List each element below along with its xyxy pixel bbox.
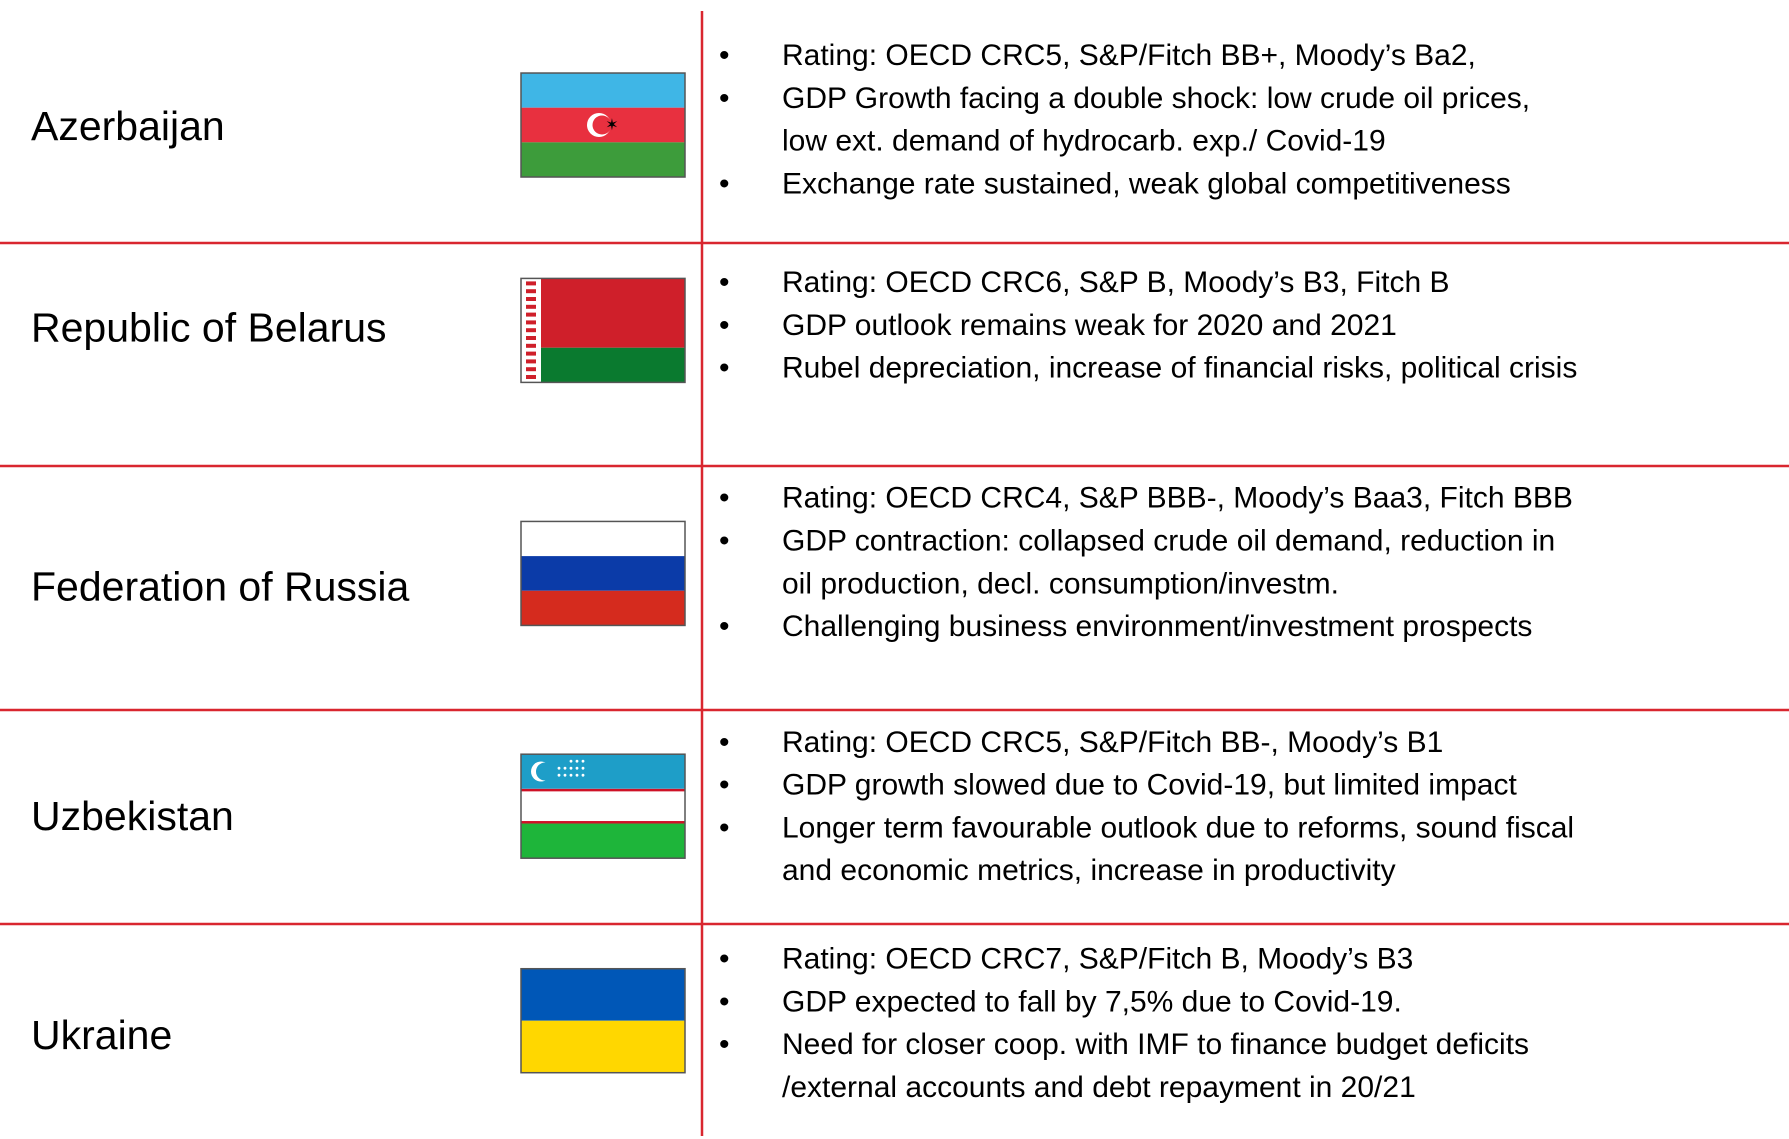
bullet-text: GDP contraction: collapsed crude oil dem… — [782, 524, 1555, 557]
flag-emblem — [581, 759, 585, 763]
bullet-text: Challenging business environment/investm… — [782, 610, 1532, 643]
flag-ornament — [526, 304, 536, 309]
bullet-dot: • — [719, 985, 730, 1018]
flag-emblem — [536, 762, 554, 781]
bullet-text: /external accounts and debt repayment in… — [782, 1071, 1416, 1104]
flag-stripe — [521, 590, 685, 626]
bullet-dot: • — [719, 610, 730, 643]
flag-ornament — [526, 367, 536, 372]
flag-emblem — [581, 766, 585, 770]
flag-stripe — [521, 556, 685, 591]
flag-emblem — [575, 766, 579, 770]
flag-emblem — [575, 759, 579, 763]
flag-stripe — [521, 823, 685, 859]
flag-border — [520, 520, 686, 627]
bullet-dot: • — [719, 943, 730, 976]
flag-ornament — [526, 328, 536, 333]
flag-stripe — [521, 788, 685, 792]
flag-ornament — [526, 343, 536, 348]
bullet-text: GDP expected to fall by 7,5% due to Covi… — [782, 985, 1402, 1018]
flag-ornament — [526, 375, 536, 380]
bullet-dot: • — [719, 266, 730, 299]
flag — [520, 967, 686, 1074]
bullet-text: Rubel depreciation, increase of financia… — [782, 352, 1577, 385]
bullet-text: Longer term favourable outlook due to re… — [782, 811, 1574, 844]
bullet-text: GDP Growth facing a double shock: low cr… — [782, 82, 1530, 115]
bullet-dot: • — [719, 524, 730, 557]
flag-stripe — [521, 278, 685, 348]
flag-stripe — [521, 968, 685, 1021]
bullet-dot: • — [719, 811, 730, 844]
bullet-dot: • — [719, 167, 730, 200]
flag-stripe — [521, 1020, 685, 1073]
flag-border — [520, 967, 686, 1074]
flag-stripe — [521, 821, 685, 824]
flag-border — [520, 753, 686, 859]
bullet-dot: • — [719, 309, 730, 342]
flag-emblem — [569, 773, 573, 777]
country-name: Azerbaijan — [31, 103, 225, 149]
flag-stripe — [521, 73, 685, 108]
flag-stripe — [521, 521, 685, 557]
country-name: Uzbekistan — [31, 793, 234, 839]
bullet-text: and economic metrics, increase in produc… — [782, 854, 1396, 887]
flag-ornament — [526, 297, 536, 302]
bullet-text: oil production, decl. consumption/invest… — [782, 567, 1339, 600]
bullet-text: Need for closer coop. with IMF to financ… — [782, 1028, 1529, 1061]
bullet-text: low ext. demand of hydrocarb. exp./ Covi… — [782, 125, 1386, 158]
bullet-dot: • — [719, 482, 730, 515]
flag-emblem — [557, 773, 561, 777]
bullet-text: Rating: OECD CRC5, S&P/Fitch BB+, Moody’… — [782, 39, 1476, 72]
flag-emblem — [563, 773, 567, 777]
flag-emblem — [569, 759, 573, 763]
flag-emblem — [557, 766, 561, 770]
country-name: Federation of Russia — [31, 564, 410, 610]
flag-stripe — [521, 347, 685, 383]
bullet-text: Exchange rate sustained, weak global com… — [782, 167, 1511, 200]
flag-ornament — [526, 351, 536, 356]
flag — [520, 520, 686, 627]
bullet-text: Rating: OECD CRC4, S&P BBB-, Moody’s Baa… — [782, 482, 1573, 515]
bullet-text: Rating: OECD CRC5, S&P/Fitch BB-, Moody’… — [782, 726, 1443, 759]
flag-emblem: ✶ — [605, 117, 618, 134]
flag-stripe — [521, 142, 685, 178]
flag-emblem — [592, 115, 612, 135]
flag-emblem — [581, 773, 585, 777]
bullet-dot: • — [719, 39, 730, 72]
bullet-text: GDP outlook remains weak for 2020 and 20… — [782, 309, 1397, 342]
bullet-dot: • — [719, 1028, 730, 1061]
bullet-dot: • — [719, 82, 730, 115]
bullet-dot: • — [719, 769, 730, 802]
flag-ornament — [526, 336, 536, 341]
flag-emblem — [563, 766, 567, 770]
flag-ornament — [526, 359, 536, 364]
country-name: Republic of Belarus — [31, 305, 387, 351]
country-name: Ukraine — [31, 1012, 172, 1058]
bullet-text: Rating: OECD CRC7, S&P/Fitch B, Moody’s … — [782, 943, 1413, 976]
flag-ornament — [526, 312, 536, 317]
flag-stripe — [521, 788, 685, 824]
flag-ornament — [526, 281, 536, 286]
bullet-text: GDP growth slowed due to Covid-19, but l… — [782, 769, 1517, 802]
bullet-dot: • — [719, 726, 730, 759]
flag — [520, 277, 686, 384]
flag-border — [520, 277, 686, 384]
flag-ornament — [526, 289, 536, 294]
flag-ornament — [526, 320, 536, 325]
flag: ✶ — [520, 72, 686, 178]
flag-emblem — [575, 773, 579, 777]
bullet-dot: • — [719, 352, 730, 385]
flag-border — [520, 72, 686, 178]
bullet-text: Rating: OECD CRC6, S&P B, Moody’s B3, Fi… — [782, 266, 1449, 299]
flag-emblem — [569, 766, 573, 770]
flag — [520, 753, 686, 859]
